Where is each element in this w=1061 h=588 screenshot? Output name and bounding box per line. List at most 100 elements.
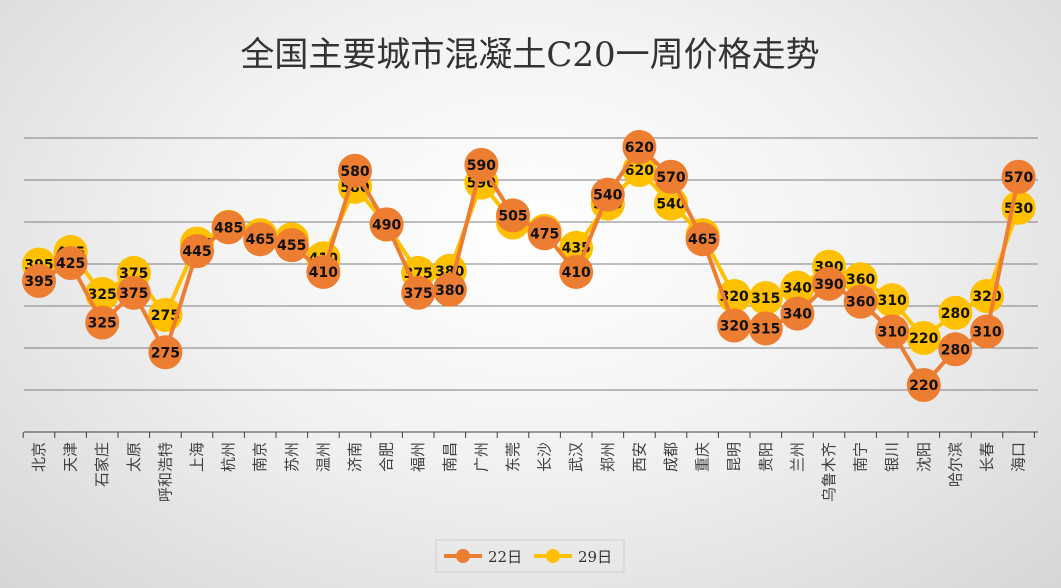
data-point — [843, 284, 878, 319]
x-tick-label: 呼和浩特 — [156, 442, 174, 502]
legend-marker — [546, 549, 560, 563]
data-label: 375 — [119, 286, 148, 302]
data-label: 570 — [1004, 170, 1033, 186]
x-tick-label: 广州 — [472, 442, 490, 472]
data-label: 410 — [309, 265, 338, 281]
data-point — [970, 314, 1004, 349]
x-tick-label: 成都 — [662, 442, 680, 472]
x-tick-label: 哈尔滨 — [946, 442, 964, 487]
data-point — [590, 177, 625, 212]
data-point — [116, 275, 151, 310]
data-label: 310 — [972, 324, 1001, 340]
data-point — [432, 272, 467, 307]
data-point — [1001, 159, 1036, 194]
x-tick-label: 温州 — [314, 442, 332, 472]
data-point — [654, 159, 688, 194]
legend-item: 22日 — [444, 548, 522, 566]
data-point — [22, 263, 56, 298]
data-label: 315 — [751, 291, 780, 307]
x-tick-label: 东莞 — [504, 442, 522, 472]
data-point — [85, 305, 120, 340]
x-tick-label: 沈阳 — [915, 442, 933, 472]
data-label: 425 — [56, 256, 85, 272]
data-label: 325 — [88, 287, 117, 303]
data-label: 530 — [1004, 201, 1033, 217]
data-point — [906, 368, 941, 402]
data-label: 580 — [340, 164, 369, 180]
data-point — [464, 147, 499, 182]
data-point — [148, 335, 183, 370]
data-label: 465 — [688, 232, 717, 248]
data-point — [875, 283, 910, 318]
data-point — [496, 198, 530, 233]
x-tick-label: 杭州 — [220, 442, 238, 472]
data-point — [180, 234, 214, 269]
data-label: 325 — [88, 316, 117, 332]
data-point — [875, 314, 910, 349]
x-tick-label: 石家庄 — [93, 442, 111, 487]
x-tick-label: 兰州 — [788, 442, 806, 472]
x-tick-label: 南京 — [251, 442, 269, 472]
data-point — [243, 222, 278, 257]
chart-title: 全国主要城市混凝土C20一周价格走势 — [240, 35, 819, 75]
data-label: 395 — [24, 274, 53, 290]
data-point — [369, 207, 404, 242]
data-point — [780, 270, 815, 305]
x-tick-label: 武汉 — [567, 442, 585, 472]
legend-label: 29日 — [578, 548, 612, 566]
data-point — [559, 254, 594, 289]
x-tick-label: 苏州 — [283, 442, 301, 472]
data-label: 360 — [846, 272, 875, 288]
data-label: 590 — [467, 158, 496, 174]
x-tick-label: 福州 — [409, 442, 427, 472]
data-point — [527, 216, 562, 251]
data-label: 340 — [783, 281, 812, 297]
data-label: 220 — [909, 331, 938, 347]
x-axis: 北京 天津 石家庄 太原 呼和浩特 上海 杭州 南京 苏州 温州 济南 合肥 福州 南昌 广州 东莞 长沙 武汉郑… — [22, 431, 1038, 502]
data-point — [717, 308, 752, 343]
data-label: 540 — [593, 188, 622, 204]
x-tick-label: 上海 — [188, 442, 206, 472]
data-label: 540 — [656, 197, 685, 213]
data-label: 280 — [941, 342, 970, 358]
data-point — [748, 311, 783, 346]
data-label: 310 — [878, 324, 907, 340]
legend: 22日 29日 — [435, 539, 625, 573]
data-point — [938, 332, 973, 367]
data-label: 320 — [720, 319, 749, 335]
data-point — [906, 321, 941, 355]
data-point — [274, 228, 309, 263]
x-tick-label: 贵阳 — [757, 442, 775, 472]
data-label: 315 — [751, 321, 780, 337]
data-label: 390 — [814, 277, 843, 293]
x-tick-label: 郑州 — [599, 442, 617, 472]
data-label: 455 — [277, 238, 306, 254]
data-label: 485 — [214, 220, 243, 236]
x-tick-label: 海口 — [1010, 442, 1028, 472]
data-label: 445 — [182, 244, 211, 260]
data-label: 220 — [909, 378, 938, 394]
data-label: 475 — [530, 226, 559, 242]
x-tick-label: 北京 — [30, 442, 48, 472]
x-tick-label: 长春 — [978, 442, 996, 472]
legend-box — [435, 539, 625, 573]
data-label: 275 — [151, 308, 180, 324]
data-point — [812, 266, 846, 301]
series-layer: 3954253253752754454854654554105804903753… — [22, 130, 1036, 402]
x-tick-label: 太原 — [125, 442, 143, 472]
data-point — [622, 130, 657, 164]
data-point — [748, 281, 783, 316]
x-tick-label: 南昌 — [441, 442, 459, 472]
x-tick-label: 银川 — [883, 442, 901, 472]
data-label: 340 — [783, 307, 812, 323]
legend-label: 22日 — [488, 548, 522, 566]
x-tick-label: 重庆 — [694, 442, 712, 472]
data-label: 375 — [404, 286, 433, 302]
x-tick-label: 西安 — [630, 442, 648, 472]
data-label: 490 — [372, 217, 401, 233]
legend-item: 29日 — [534, 548, 612, 566]
data-point — [685, 222, 720, 257]
data-label: 275 — [151, 345, 180, 361]
data-label: 380 — [435, 283, 464, 299]
